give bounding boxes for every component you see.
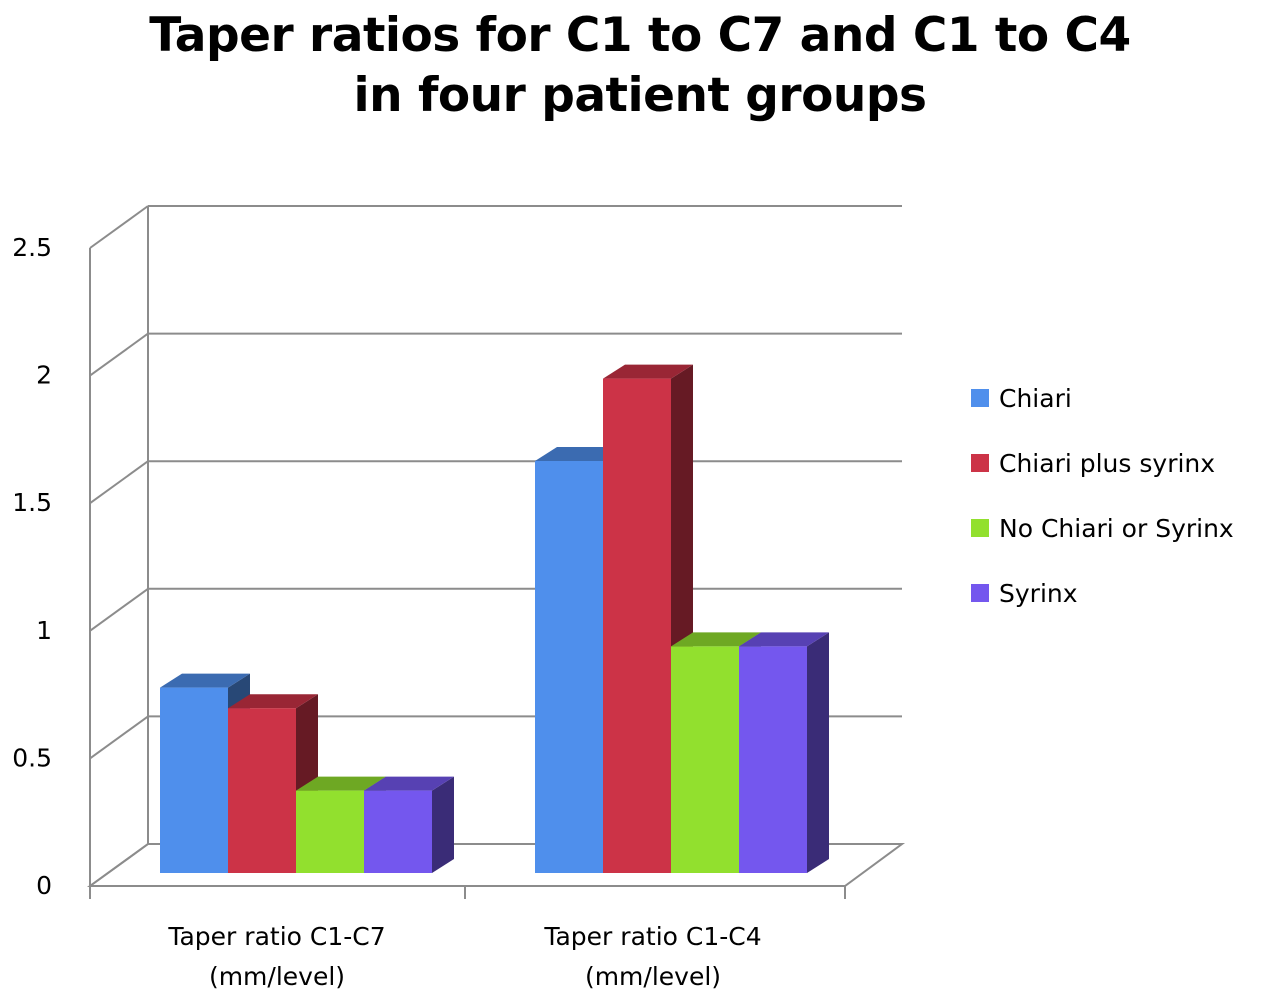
bar-front — [671, 646, 739, 873]
legend: Chiari Chiari plus syrinx No Chiari or Syr… — [971, 384, 1234, 608]
bar-front — [160, 687, 228, 873]
gridline-side — [89, 205, 149, 249]
bar-top — [160, 673, 250, 688]
bar-front — [603, 378, 671, 873]
legend-label: No Chiari or Syrinx — [999, 514, 1234, 543]
bar-front — [228, 708, 296, 873]
bars — [160, 364, 829, 873]
gridline-side — [89, 715, 149, 760]
bar-top — [739, 632, 829, 647]
x-category-label: Taper ratio C1-C7 — [167, 922, 385, 951]
bar-top — [296, 776, 386, 791]
chart-title-line-2: in four patient groups — [353, 68, 927, 123]
bar-top — [671, 632, 761, 647]
bar-top — [535, 447, 625, 461]
legend-swatch — [971, 454, 989, 472]
y-axis-ticks: 0 0.5 1 1.5 2 2.5 — [12, 233, 52, 900]
y-tick-label: 0.5 — [12, 743, 52, 772]
gridline-side — [89, 460, 149, 505]
chart-title-line-1: Taper ratios for C1 to C7 and C1 to C4 — [149, 8, 1131, 63]
legend-label: Chiari — [999, 384, 1072, 413]
y-tick-label: 0 — [36, 871, 52, 900]
legend-swatch — [971, 389, 989, 407]
y-tick-label: 1.5 — [12, 488, 52, 517]
bar-side — [432, 776, 454, 873]
bar-side — [807, 632, 829, 873]
y-tick-label: 2.5 — [12, 233, 52, 262]
legend-swatch — [971, 519, 989, 537]
bar-front — [535, 461, 603, 873]
gridline-side — [89, 587, 149, 632]
bar-top — [228, 694, 318, 709]
y-tick-label: 2 — [36, 361, 52, 390]
x-category-label: (mm/level) — [585, 962, 721, 991]
legend-label: Chiari plus syrinx — [999, 449, 1215, 478]
legend-label: Syrinx — [999, 579, 1078, 608]
bar — [739, 632, 829, 873]
bar-top — [603, 364, 693, 379]
chart-title: Taper ratios for C1 to C7 and C1 to C4 i… — [0, 6, 1280, 126]
legend-swatch — [971, 584, 989, 602]
bar-front — [296, 790, 364, 873]
x-category-label: (mm/level) — [209, 962, 345, 991]
bar-front — [364, 790, 432, 873]
bar-top — [364, 776, 454, 791]
bar-front — [739, 646, 807, 873]
x-axis: Taper ratio C1-C7 (mm/level) Taper ratio C… — [89, 885, 846, 991]
bar — [364, 776, 454, 873]
x-category-label: Taper ratio C1-C4 — [543, 922, 761, 951]
y-tick-label: 1 — [36, 616, 52, 645]
gridline-side — [89, 332, 149, 377]
